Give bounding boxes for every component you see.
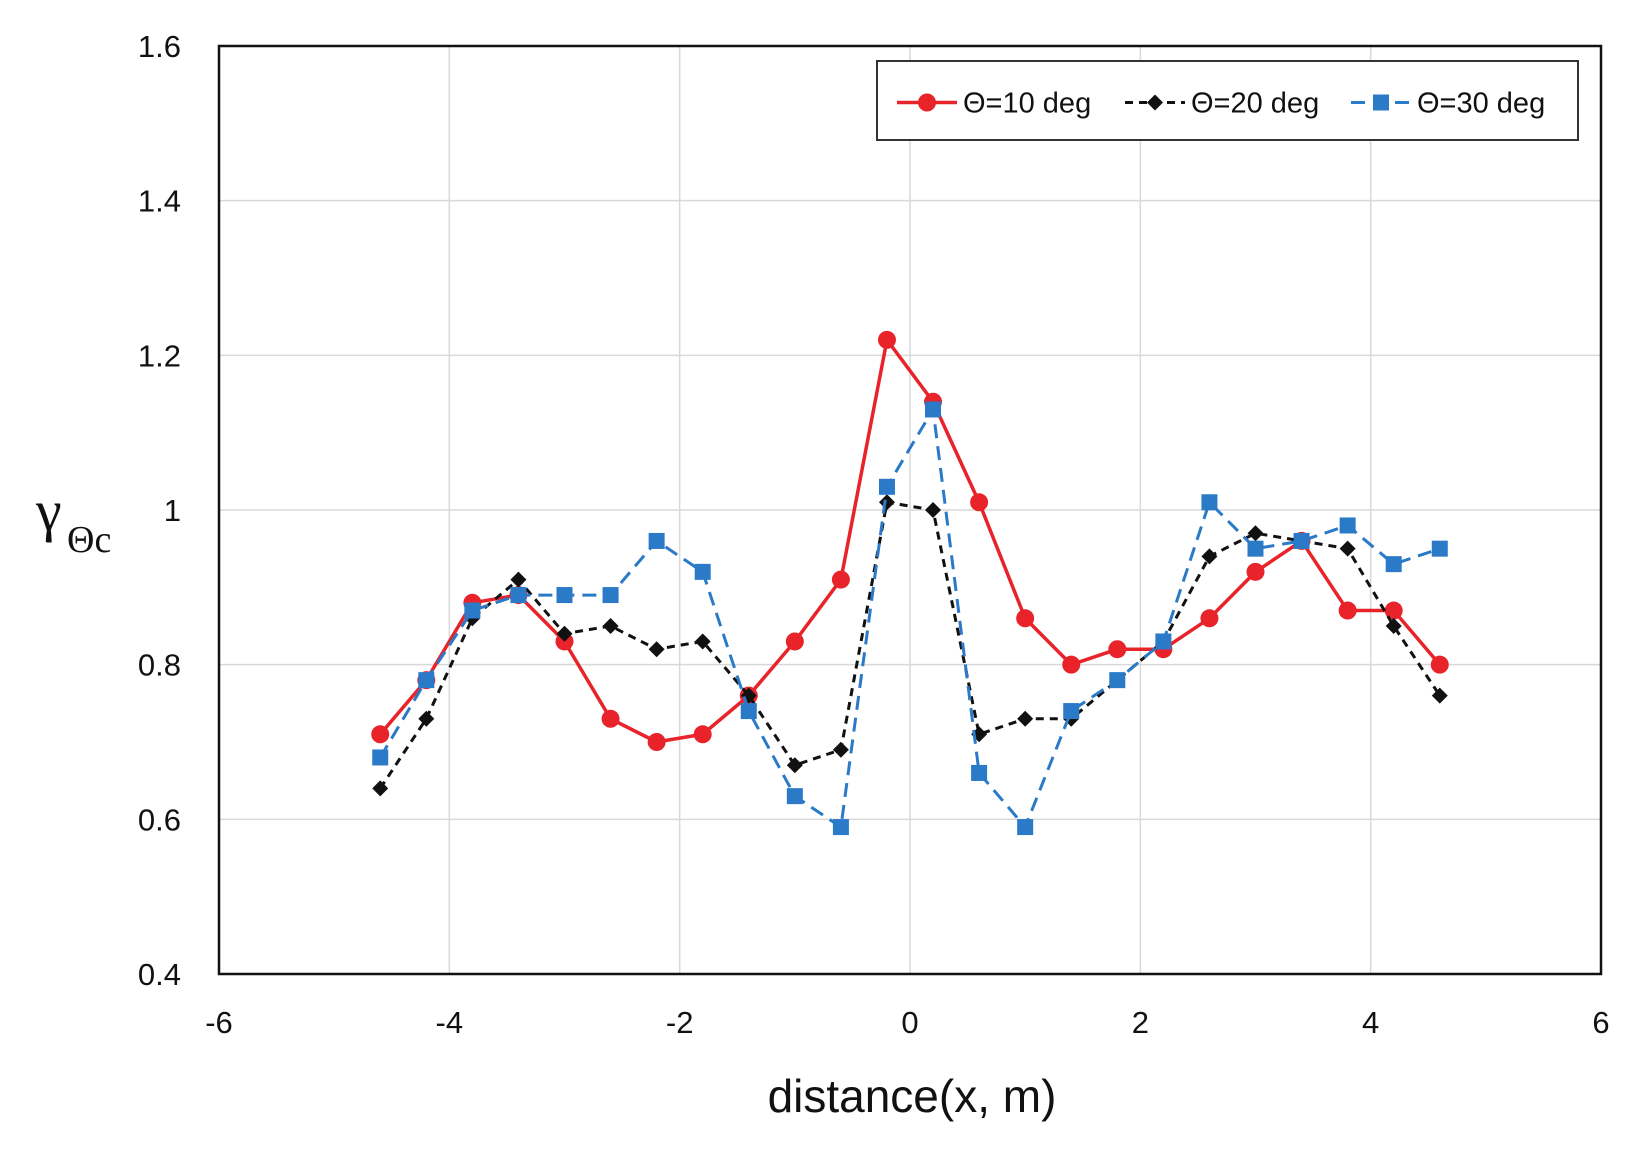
y-axis-title-symbol: γ [35,478,62,543]
data-point [1339,517,1356,534]
data-point [1247,525,1264,542]
data-point [510,587,527,604]
data-point [1200,609,1219,628]
data-point [1201,494,1218,511]
y-axis-title-subscript: Θc [67,519,111,561]
data-point [831,570,850,589]
data-point [832,741,849,758]
data-point [556,625,573,642]
y-axis-title: γ Θc [35,478,111,561]
data-point [925,502,942,518]
data-point [1201,548,1218,565]
data-point [694,563,711,580]
x-tick-label: -6 [205,1005,233,1040]
data-point [1293,532,1310,549]
legend-label: Θ=30 deg [1417,88,1545,120]
legend-marker [1373,94,1389,111]
data-point [786,757,803,774]
x-axis-title: distance(x, m) [768,1070,1057,1122]
data-point [1246,562,1265,581]
data-point [510,571,527,588]
data-point [602,587,619,604]
x-tick-label: 2 [1132,1005,1149,1040]
data-point [1384,601,1403,620]
legend: Θ=10 deg Θ=20 deg Θ=30 deg [876,60,1579,141]
data-point [785,632,804,651]
series-3 [372,401,1448,836]
data-point [371,725,390,744]
y-tick-label: 0.4 [138,957,181,992]
legend-entry: Θ=30 deg [1351,88,1545,120]
data-point [877,330,896,349]
y-tick-label: 0.8 [138,648,181,683]
data-point [1339,540,1356,557]
legend-box [876,60,1579,141]
y-tick-label: 0.6 [138,802,181,837]
data-point [372,780,389,797]
data-point [601,709,620,728]
data-point [1385,618,1402,634]
data-point [418,672,435,689]
data-point [1016,609,1035,628]
data-point [1063,703,1080,720]
data-point [1431,687,1448,704]
data-point [925,401,942,418]
data-point [647,733,666,751]
legend-entry: Θ=10 deg [897,88,1091,120]
data-point [418,710,435,727]
data-point [1017,819,1034,836]
grid [219,46,1601,974]
x-tick-label: 4 [1362,1005,1379,1040]
series-area [371,330,1449,836]
y-tick-label: 1.6 [138,29,181,64]
data-point [556,587,573,604]
data-point [1385,556,1402,573]
y-tick-label: 1.4 [138,184,181,219]
data-point [1155,633,1172,650]
x-tick-label: 6 [1592,1005,1609,1040]
data-point [1108,640,1127,659]
data-point [1062,655,1081,674]
data-point [1109,672,1126,689]
axes: -6 -4 -2 0 2 4 6 0.4 0.6 0.8 1 1.2 1.4 1.6 [138,29,1610,1040]
legend-marker [1147,94,1163,111]
data-point [648,641,665,658]
data-point [1431,540,1448,557]
y-tick-label: 1 [164,493,181,528]
data-point [1017,710,1034,727]
data-point [786,788,803,805]
data-point [878,494,895,511]
data-point [832,819,849,836]
y-tick-label: 1.2 [138,338,181,373]
data-point [602,618,619,634]
data-point [878,478,895,495]
data-point [648,532,665,549]
data-point [1430,655,1449,674]
x-tick-label: 0 [901,1005,918,1040]
data-point [1247,540,1264,557]
legend-label: Θ=10 deg [963,88,1091,120]
data-point [1338,601,1357,620]
x-tick-label: -2 [666,1005,694,1040]
legend-label: Θ=20 deg [1191,88,1319,120]
data-point [971,764,988,781]
legend-entry: Θ=20 deg [1125,88,1319,120]
data-point [694,633,711,650]
data-point [693,725,712,744]
data-point [970,493,989,512]
x-tick-label: -4 [436,1005,464,1040]
series-line [378,500,1442,790]
legend-marker [918,93,936,112]
data-point [740,703,757,720]
plot-frame [217,44,1603,976]
data-point [464,602,481,619]
data-point [372,749,389,766]
